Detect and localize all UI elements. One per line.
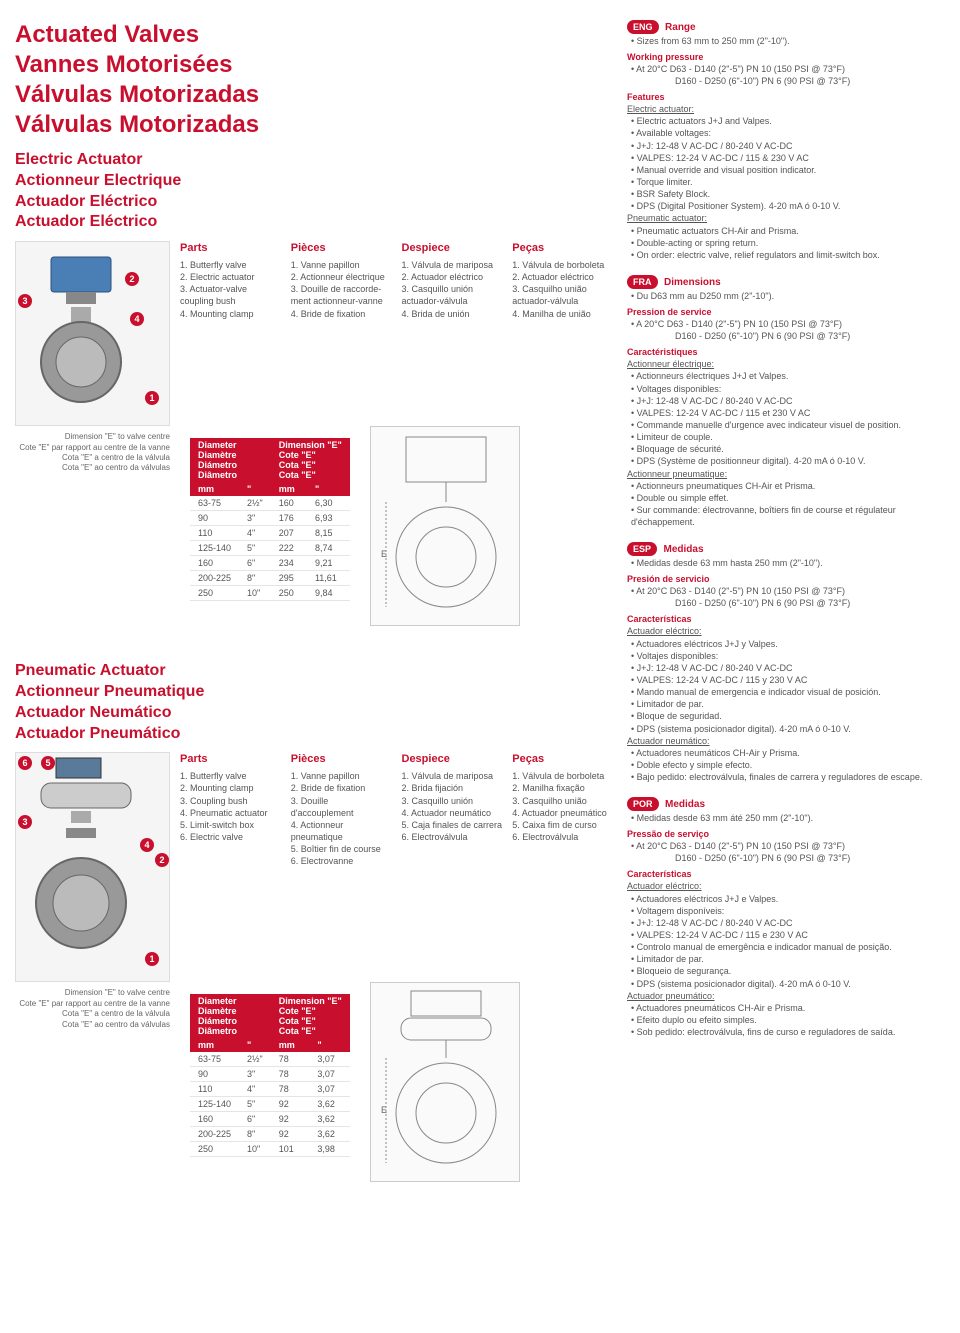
pparts-pt: Peças 1. Válvula de borboleta 2. Manilha… (512, 752, 615, 982)
table-row: 25010"2509,84 (190, 586, 350, 601)
title-line-0: Actuated Valves (15, 21, 199, 48)
pneumatic-line-drawing: E (370, 982, 520, 1182)
lang-block-fra: FRA DimensionsDu D63 mm au D250 mm (2"-1… (627, 275, 945, 528)
table-row: 63-752½"783,07 (190, 1052, 350, 1067)
pneumatic-exploded-diagram: 6 5 3 4 2 1 (15, 752, 170, 982)
main-title: Actuated Valves Vannes Motorisées Válvul… (15, 20, 615, 140)
language-spec-column: ENG RangeSizes from 63 mm to 250 mm (2"-… (627, 20, 945, 1182)
pneumatic-subtitle: Pneumatic Actuator Actionneur Pneumatiqu… (15, 661, 615, 744)
pneumatic-dim-note: Dimension "E" to valve centre Cote "E" p… (15, 988, 170, 1030)
table-row: 200-2258"923,62 (190, 1127, 350, 1142)
table-row: 1104"2078,15 (190, 526, 350, 541)
table-row: 1606"923,62 (190, 1112, 350, 1127)
parts-pt: Peças 1. Válvula de borboleta 2. Actuado… (512, 241, 615, 426)
electric-parts-columns: Parts 1. Butterfly valve 2. Electric act… (180, 241, 615, 426)
lang-block-por: POR MedidasMedidas desde 63 mm áté 250 m… (627, 797, 945, 1038)
lang-tag: FRA (627, 275, 658, 289)
lang-block-esp: ESP MedidasMedidas desde 63 mm hasta 250… (627, 542, 945, 783)
lang-tag: ENG (627, 20, 659, 34)
callout-2b: 2 (155, 853, 169, 867)
parts-en: Parts 1. Butterfly valve 2. Electric act… (180, 241, 283, 426)
table-row: 125-1405"923,62 (190, 1097, 350, 1112)
electric-exploded-diagram: 2 3 4 1 (15, 241, 170, 426)
pparts-fr: Pièces 1. Vanne papillon 2. Bride de fix… (291, 752, 394, 982)
table-row: 1606"2349,21 (190, 556, 350, 571)
electric-dim-note: Dimension "E" to valve centre Cote "E" p… (15, 432, 170, 474)
electric-subtitle: Electric Actuator Actionneur Electrique … (15, 150, 615, 233)
pneumatic-dimension-table: Diameter Diamètre Diámetro Diâmetro Dime… (190, 994, 350, 1157)
pneumatic-parts-columns: Parts 1. Butterfly valve 2. Mounting cla… (180, 752, 615, 982)
pparts-es: Despiece 1. Válvula de mariposa 2. Brida… (402, 752, 505, 982)
lang-block-eng: ENG RangeSizes from 63 mm to 250 mm (2"-… (627, 20, 945, 261)
table-row: 903"1766,93 (190, 511, 350, 526)
table-row: 125-1405"2228,74 (190, 541, 350, 556)
callout-1: 1 (145, 391, 159, 405)
table-row: 63-752½"1606,30 (190, 496, 350, 511)
lang-tag: POR (627, 797, 659, 811)
title-line-2: Válvulas Motorizadas (15, 81, 259, 108)
table-row: 200-2258"29511,61 (190, 571, 350, 586)
title-line-1: Vannes Motorisées (15, 51, 232, 78)
parts-fr: Pièces 1. Vanne papillon 2. Actionneur é… (291, 241, 394, 426)
table-row: 1104"783,07 (190, 1082, 350, 1097)
electric-dimension-table: Diameter Diamètre Diámetro Diâmetro Dime… (190, 438, 350, 601)
lang-tag: ESP (627, 542, 657, 556)
callout-1b: 1 (145, 952, 159, 966)
table-row: 25010"1013,98 (190, 1142, 350, 1157)
parts-es: Despiece 1. Válvula de mariposa 2. Actua… (402, 241, 505, 426)
pparts-en: Parts 1. Butterfly valve 2. Mounting cla… (180, 752, 283, 982)
electric-line-drawing: E (370, 426, 520, 626)
table-row: 903"783,07 (190, 1067, 350, 1082)
title-line-3: Válvulas Motorizadas (15, 111, 259, 138)
